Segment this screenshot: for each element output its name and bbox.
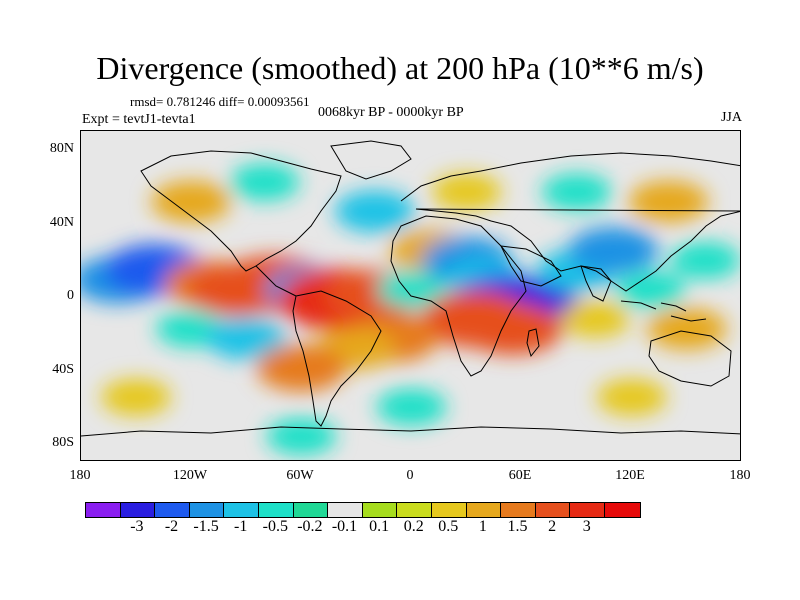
- divergence-cell: [646, 307, 727, 350]
- colorbar-label: -2: [164, 518, 179, 535]
- coastlines: [81, 140, 740, 437]
- divergence-cell: [229, 163, 300, 201]
- map-plot-area: [80, 130, 741, 461]
- coastline-indonesia: [620, 300, 707, 322]
- divergence-cell: [541, 173, 612, 211]
- stats-label: rmsd= 0.781246 diff= 0.00093561: [130, 94, 310, 109]
- divergence-cell: [256, 344, 347, 392]
- colorbar-label: 0.1: [369, 518, 390, 535]
- colorbar-swatch: [328, 503, 363, 517]
- colorbar-swatch: [224, 503, 259, 517]
- divergence-cell: [431, 173, 502, 211]
- colorbar-label: 2: [548, 518, 557, 535]
- divergence-map: [81, 131, 740, 460]
- divergence-cell: [420, 290, 531, 348]
- divergence-cell: [101, 378, 172, 416]
- colorbar: [85, 502, 641, 518]
- x-tick-label: 120W: [172, 468, 208, 483]
- coastline-greenland: [330, 140, 412, 180]
- y-tick-label: 0: [67, 288, 74, 303]
- colorbar-swatch: [501, 503, 536, 517]
- y-tick-label: 80S: [52, 435, 74, 450]
- colorbar-label: -1: [234, 518, 248, 535]
- divergence-cell: [151, 180, 232, 223]
- coastline-arabia: [500, 245, 562, 287]
- divergence-cell: [568, 227, 659, 275]
- divergence-cell: [266, 417, 337, 455]
- divergence-cell: [206, 317, 287, 360]
- colorbar-label: -0.1: [331, 518, 358, 535]
- coastline-madagascar: [526, 328, 540, 358]
- colorbar-label: -0.2: [297, 518, 323, 535]
- colorbar-swatch: [466, 503, 502, 517]
- divergence-cell: [596, 378, 667, 416]
- divergence-cell: [628, 180, 709, 223]
- coastline-australia: [648, 330, 732, 387]
- divergence-cell: [376, 388, 447, 426]
- colorbar-label: 0.5: [438, 518, 459, 535]
- colorbar-label: 3: [582, 518, 591, 535]
- colorbar-swatch: [86, 503, 121, 517]
- colorbar-label: 1: [478, 518, 487, 535]
- coastline-africa: [390, 215, 527, 377]
- x-tick-label: 180: [729, 468, 751, 483]
- divergence-cell: [670, 241, 740, 279]
- colorbar-label: 0.2: [403, 518, 424, 535]
- colorbar-swatch: [189, 503, 225, 517]
- x-tick-label: 60W: [286, 468, 314, 483]
- colorbar-swatch: [362, 503, 398, 517]
- colorbar-swatch: [155, 503, 190, 517]
- x-tick-label: 120E: [615, 468, 645, 483]
- y-tick-label: 40S: [52, 362, 74, 377]
- coastline-north-america: [140, 150, 342, 272]
- colorbar-swatch: [535, 503, 571, 517]
- divergence-cell: [615, 271, 686, 309]
- plot-title: Divergence (smoothed) at 200 hPa (10**6 …: [96, 50, 704, 86]
- colorbar-label: 1.5: [507, 518, 528, 535]
- colorbar-label: -0.5: [262, 518, 288, 535]
- x-tick-label: 60E: [508, 468, 532, 483]
- x-tick-label: 180: [69, 468, 91, 483]
- colorbar-swatch: [570, 503, 605, 517]
- coastline-central-america: [255, 265, 297, 297]
- colorbar-swatch: [120, 503, 156, 517]
- x-tick-label: 0: [406, 468, 414, 483]
- colorbar-swatch: [293, 503, 329, 517]
- colorbar-label: -3: [130, 518, 144, 535]
- colorbar-swatch: [431, 503, 467, 517]
- divergence-cell: [376, 271, 447, 309]
- y-tick-label: 40N: [49, 215, 74, 230]
- colorbar-swatch: [258, 503, 294, 517]
- divergence-cell: [560, 300, 631, 338]
- coastline-antarctica: [81, 426, 740, 437]
- y-tick-label: 80N: [49, 141, 74, 156]
- divergence-cell: [334, 190, 415, 233]
- season-label: JJA: [720, 110, 742, 125]
- period-label: 0068kyr BP - 0000kyr BP: [318, 105, 464, 120]
- divergence-field: [81, 163, 740, 455]
- coastline-south-america: [292, 290, 382, 427]
- coastline-india: [580, 265, 612, 302]
- colorbar-swatch: [604, 503, 640, 517]
- colorbar-label: -1.5: [193, 518, 219, 535]
- colorbar-swatch: [397, 503, 432, 517]
- experiment-label: Expt = tevtJ1-tevta1: [82, 112, 196, 127]
